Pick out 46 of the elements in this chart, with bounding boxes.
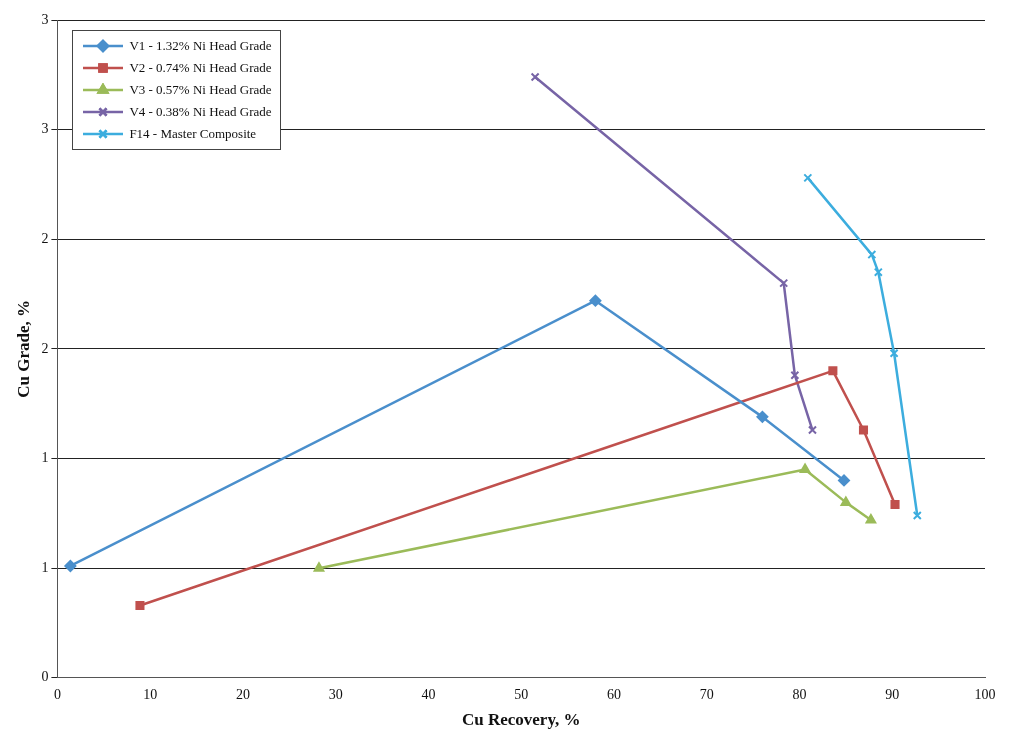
point (313, 562, 325, 572)
x-tick-label: 20 (235, 686, 250, 702)
point (756, 410, 769, 423)
legend-label: V4 - 0.38% Ni Head Grade (129, 104, 272, 120)
x-tick-label: 60 (606, 686, 621, 702)
y-axis-title: Cu Grade, % (13, 300, 33, 398)
x-tick-label: 90 (885, 686, 900, 702)
point (828, 366, 838, 376)
x-tick-label: 10 (143, 686, 158, 702)
point (840, 496, 852, 506)
point (890, 500, 900, 510)
point (867, 250, 877, 260)
x-tick-label: 30 (328, 686, 343, 702)
x-tick-label: 40 (421, 686, 436, 702)
point (807, 425, 817, 435)
y-tick-label: 2 (41, 230, 49, 246)
point (790, 370, 800, 380)
point (135, 600, 145, 610)
y-tick-label: 3 (41, 11, 49, 27)
x-tick-label: 0 (53, 686, 61, 702)
point (865, 513, 877, 524)
point (779, 278, 789, 288)
point (838, 474, 851, 487)
legend-label: F14 - Master Composite (129, 126, 257, 142)
y-tick-label: 2 (41, 340, 49, 356)
point (530, 72, 540, 82)
y-tick-label: 1 (41, 450, 49, 466)
y-tick-label: 3 (41, 121, 49, 137)
y-tick-label: 1 (41, 559, 49, 575)
point (889, 348, 899, 358)
point (799, 463, 811, 473)
point (803, 173, 813, 183)
point (858, 425, 869, 435)
legend-label: V3 - 0.57% Ni Head Grade (129, 82, 272, 98)
point (589, 294, 602, 307)
x-tick-label: 100 (974, 686, 996, 702)
point (912, 511, 922, 521)
x-tick-label: 80 (792, 686, 807, 702)
legend-label: V2 - 0.74% Ni Head Grade (129, 60, 272, 76)
x-axis-title: Cu Recovery, % (461, 710, 581, 730)
point (64, 559, 77, 572)
point (873, 267, 883, 277)
y-tick-label: 0 (41, 669, 49, 685)
x-tick-label: 70 (699, 686, 714, 702)
legend-label: V1 - 1.32% Ni Head Grade (129, 38, 272, 54)
x-tick-label: 50 (514, 686, 529, 702)
